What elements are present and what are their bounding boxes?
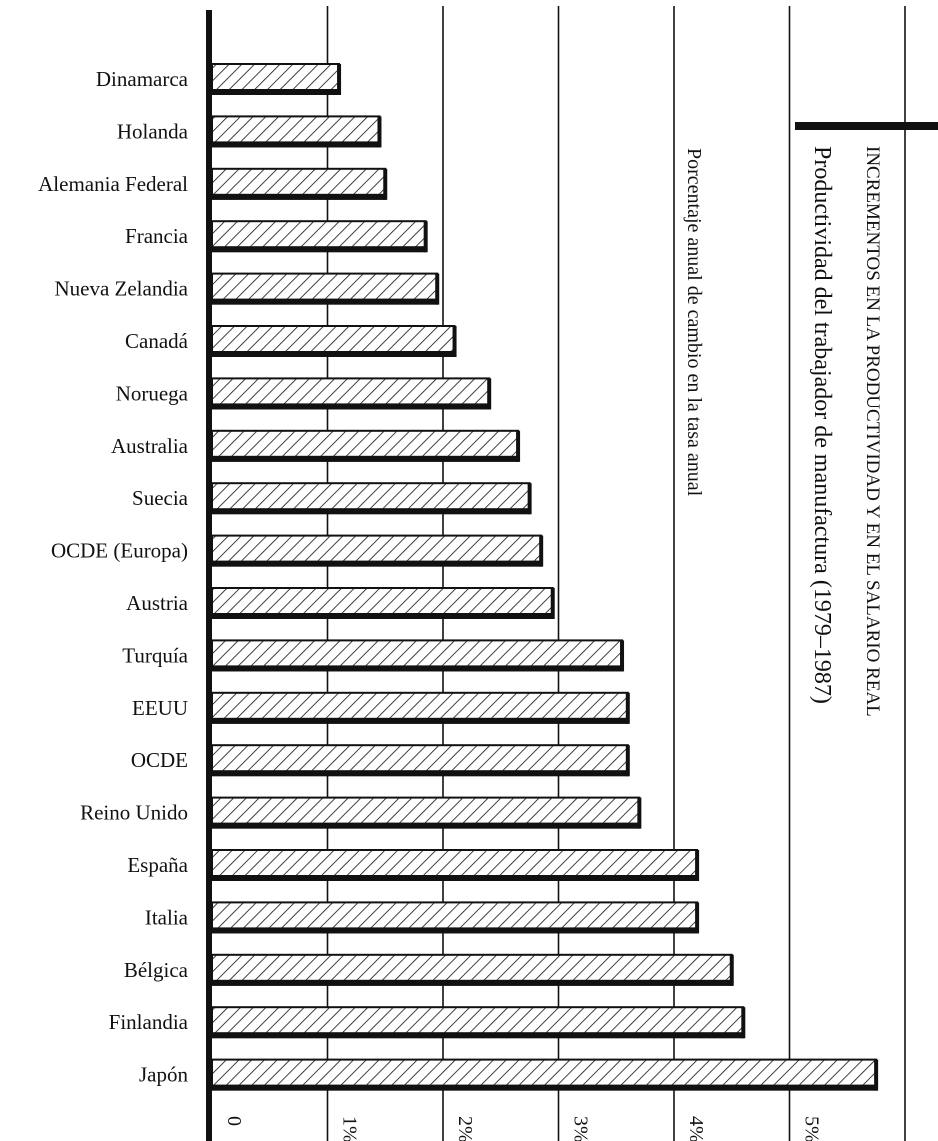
bar-shadow [212, 927, 699, 934]
category-label: Holanda [117, 119, 189, 143]
category-label: Alemania Federal [38, 172, 188, 196]
bar-shadow [212, 822, 641, 829]
bar-shadow [212, 193, 387, 200]
category-label: España [127, 853, 188, 877]
tick-labels: 0 1% 2% 3% 4% 5% [223, 1116, 823, 1141]
bar-edge [625, 692, 630, 724]
x-tick-label: 1% [339, 1116, 361, 1141]
x-tick-label: 0 [223, 1116, 245, 1126]
bar-shadow [212, 560, 543, 567]
bar-edge [383, 168, 388, 200]
bar-edge [423, 221, 428, 253]
bar-edge [377, 116, 382, 148]
bars [211, 63, 879, 1091]
bar-shadow [212, 979, 733, 986]
bar-edge [435, 273, 440, 305]
bar-edge [527, 483, 532, 515]
bar-edge [487, 378, 492, 410]
category-label: OCDE [131, 748, 188, 772]
category-label: OCDE (Europa) [51, 539, 188, 563]
bar-shadow [212, 770, 629, 777]
bar-edge [874, 1059, 879, 1091]
bar-shadow [212, 1084, 878, 1091]
bar-edge [695, 902, 700, 934]
bar-edge [625, 745, 630, 777]
category-label: Japón [139, 1063, 188, 1087]
bar-shadow [212, 89, 341, 95]
category-label: Australia [111, 434, 189, 458]
bar-edge [337, 64, 342, 95]
bar-edge [695, 850, 700, 881]
bar-edge [741, 1007, 746, 1039]
category-label: Canadá [125, 329, 189, 353]
bar-shadow [212, 717, 629, 724]
x-tick-label: 4% [685, 1116, 707, 1141]
category-label: EEUU [132, 696, 188, 720]
category-label: Suecia [132, 486, 189, 510]
bar-edge [729, 954, 734, 986]
bar-shadow [212, 403, 491, 410]
category-label: Nueva Zelandia [54, 277, 188, 301]
chart-title: INCREMENTOS EN LA PRODUCTIVIDAD Y EN EL … [862, 146, 883, 717]
bar-shadow [212, 508, 531, 515]
bar-shadow [212, 1032, 745, 1039]
category-label: Dinamarca [96, 67, 189, 91]
category-label: Noruega [116, 381, 189, 405]
x-tick-label: 5% [801, 1116, 823, 1141]
bar-shadow [212, 455, 520, 462]
bar-edge [620, 640, 625, 672]
bar-shadow [212, 613, 554, 619]
chart-subtitle: Productividad del trabajador de manufact… [809, 146, 835, 704]
bar-edge [637, 797, 642, 829]
bar-shadow [212, 665, 624, 672]
x-tick-label: 3% [570, 1116, 592, 1141]
bar-shadow [212, 875, 699, 881]
bar-edge [516, 430, 521, 462]
bar-shadow [212, 141, 381, 148]
category-label: Francia [125, 224, 189, 248]
category-label: Austria [126, 591, 189, 615]
category-label: Finlandia [109, 1010, 189, 1034]
bar-edge [539, 535, 544, 567]
category-label: Italia [145, 905, 189, 929]
category-label: Bélgica [124, 958, 189, 982]
bar-edge [550, 588, 555, 619]
gridlines [326, 6, 906, 1141]
bar-shadow [212, 298, 439, 305]
bar-edge [452, 326, 457, 357]
x-axis-label: Porcentaje anual de cambio en la tasa an… [683, 148, 705, 497]
category-labels: Dinamarca Holanda Alemania Federal Francia N… [38, 67, 189, 1087]
bar-shadow [212, 246, 427, 253]
bar-shadow [212, 351, 456, 357]
category-label: Reino Unido [80, 801, 188, 825]
category-label: Turquía [122, 643, 188, 667]
x-tick-label: 2% [454, 1116, 476, 1141]
